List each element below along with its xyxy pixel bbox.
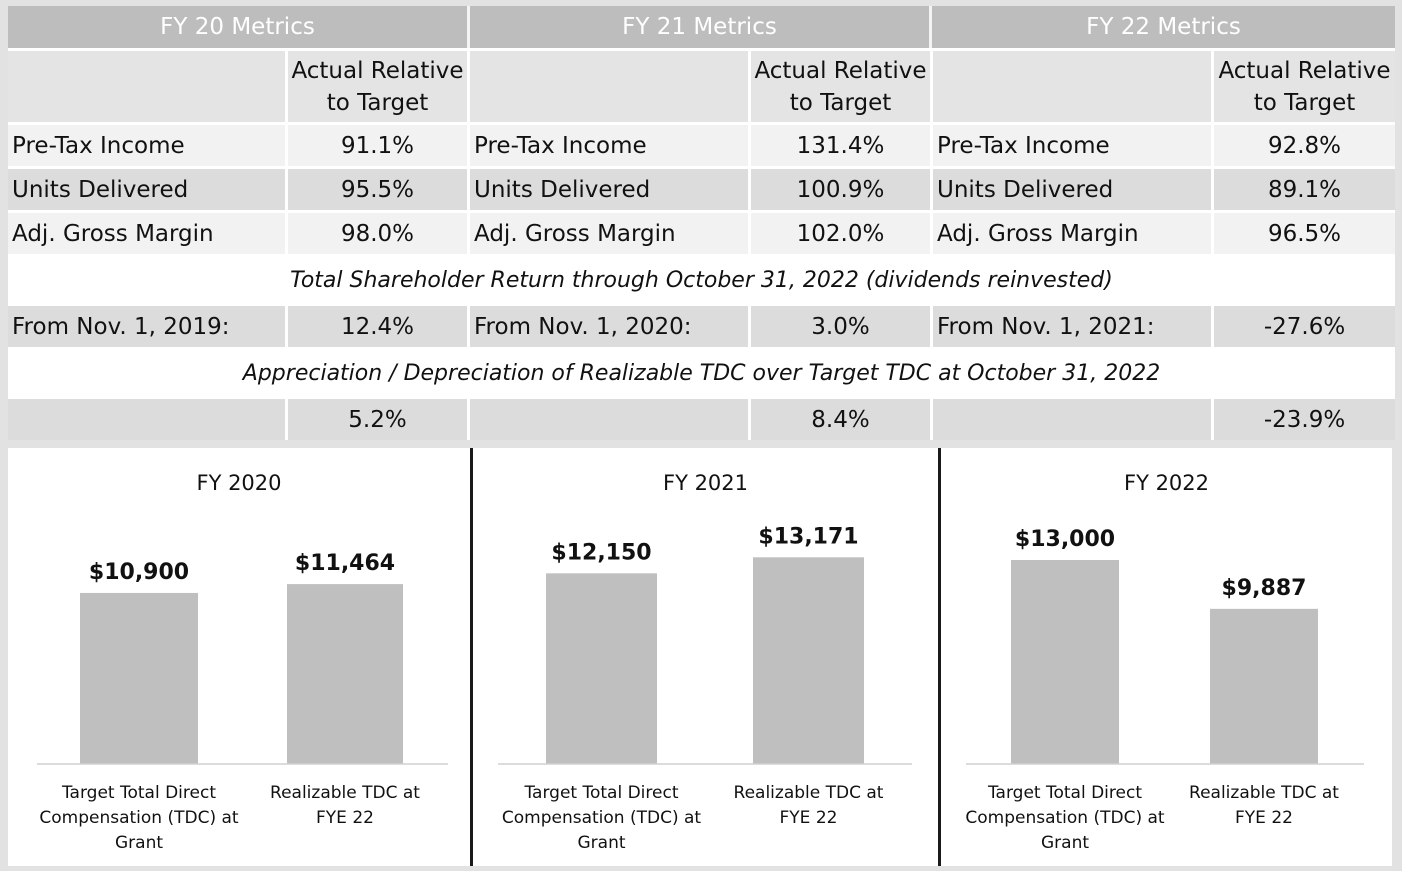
value-label-fy-2022-1: $9,887 [1222,576,1307,601]
col-header-line1: Actual Relative [1218,57,1391,84]
adj-gross-margin-row: Adj. Gross Margin 98.0% Adj. Gross Margi… [8,210,1395,254]
row-label: Adj. Gross Margin [933,213,1214,254]
fy20-pre-tax-income: 91.1% [288,125,470,166]
row-label: Pre-Tax Income [470,125,751,166]
blank-header-cell [933,51,1214,122]
value-label-fy-2021-0: $12,150 [551,540,651,565]
col-header-line1: Actual Relative [754,57,927,84]
row-label: Pre-Tax Income [933,125,1214,166]
col-header-line2: to Target [789,89,892,116]
fy21-units-delivered: 100.9% [751,169,933,210]
bar-fy-2021-target-tdc [546,573,657,764]
chart-title-fy-2021: FY 2021 [663,471,748,495]
pre-tax-income-row: Pre-Tax Income 91.1% Pre-Tax Income 131.… [8,122,1395,166]
fy20-col-header: Actual Relative to Target [288,51,470,122]
blank-cell [933,399,1214,440]
fy21-tdc-change: 8.4% [751,399,933,440]
col-header-line2: to Target [1253,89,1356,116]
bar-fy-2022-realizable-tdc [1210,608,1318,764]
chart-title-fy-2020: FY 2020 [196,471,281,495]
row-label: Units Delivered [470,169,751,210]
bar-fy-2021-realizable-tdc [753,557,864,764]
chart-panel-fy2022: FY 2022 $13,000 Target Total Direct Compens… [938,448,1392,866]
fy20-tsr-value: 12.4% [288,306,470,347]
fy21-header: FY 21 Metrics [470,6,932,48]
fy20-header: FY 20 Metrics [8,6,470,48]
bar-fy-2020-realizable-tdc [287,584,403,764]
tsr-banner: Total Shareholder Return through October… [8,254,1395,303]
category-label-fy-2021-1: Realizable TDC at FYE 22 [734,783,884,828]
chart-fy2020: FY 2020 $10,900 Target Total Direct Compens… [37,471,448,853]
tdc-charts: FY 2020 $10,900 Target Total Direct Compens… [8,448,1392,866]
category-label-fy-2022-0: Target Total Direct Compensation (TDC) at… [965,783,1165,853]
category-label-fy-2020-1: Realizable TDC at FYE 22 [270,783,420,828]
chart-panel-fy2020: FY 2020 $10,900 Target Total Direct Compens… [8,448,470,866]
blank-cell [8,399,288,440]
category-label-fy-2020-0: Target Total Direct Compensation (TDC) at… [39,783,239,853]
chart-fy2022: FY 2022 $13,000 Target Total Direct Compens… [965,471,1364,853]
tdc-change-row: 5.2% 8.4% -23.9% [8,396,1395,440]
chart-panel-fy2021: FY 2021 $12,150 Target Total Direct Compens… [470,448,938,866]
row-label: Pre-Tax Income [8,125,288,166]
fy20-units-delivered: 95.5% [288,169,470,210]
fy22-tsr-value: -27.6% [1214,306,1395,347]
fy20-adj-gross-margin: 98.0% [288,213,470,254]
tdc-banner: Appreciation / Depreciation of Realizabl… [8,347,1395,396]
row-label: Units Delivered [933,169,1214,210]
blank-header-cell [8,51,288,122]
fy21-tsr-label: From Nov. 1, 2020: [470,306,751,347]
fy20-tdc-change: 5.2% [288,399,470,440]
tsr-row: From Nov. 1, 2019: 12.4% From Nov. 1, 20… [8,303,1395,347]
chart-title-fy-2022: FY 2022 [1124,471,1209,495]
value-label-fy-2021-1: $13,171 [758,524,858,549]
fy20-tsr-label: From Nov. 1, 2019: [8,306,288,347]
fy22-col-header: Actual Relative to Target [1214,51,1395,122]
blank-header-cell [470,51,751,122]
row-label: Units Delivered [8,169,288,210]
bar-fy-2020-target-tdc [80,592,198,764]
value-label-fy-2020-0: $10,900 [89,560,189,585]
fy21-tsr-value: 3.0% [751,306,933,347]
fy22-adj-gross-margin: 96.5% [1214,213,1395,254]
row-label: Adj. Gross Margin [8,213,288,254]
year-header-row: FY 20 Metrics FY 21 Metrics FY 22 Metric… [8,6,1395,48]
units-delivered-row: Units Delivered 95.5% Units Delivered 10… [8,166,1395,210]
category-label-fy-2021-0: Target Total Direct Compensation (TDC) at… [502,783,702,853]
column-header-row: Actual Relative to Target Actual Relativ… [8,48,1395,122]
blank-cell [470,399,751,440]
value-label-fy-2020-1: $11,464 [295,551,395,576]
fy22-units-delivered: 89.1% [1214,169,1395,210]
fy22-tsr-label: From Nov. 1, 2021: [933,306,1214,347]
chart-fy2021: FY 2021 $12,150 Target Total Direct Compens… [498,471,912,853]
category-label-fy-2022-1: Realizable TDC at FYE 22 [1189,783,1339,828]
metrics-table: FY 20 Metrics FY 21 Metrics FY 22 Metric… [8,6,1395,440]
col-header-line2: to Target [326,89,429,116]
bar-fy-2022-target-tdc [1011,560,1119,764]
fy22-pre-tax-income: 92.8% [1214,125,1395,166]
fy22-header: FY 22 Metrics [1086,14,1241,40]
row-label: Adj. Gross Margin [470,213,751,254]
fy21-pre-tax-income: 131.4% [751,125,933,166]
fy22-tdc-change: -23.9% [1214,399,1395,440]
fy21-adj-gross-margin: 102.0% [751,213,933,254]
fy21-col-header: Actual Relative to Target [751,51,933,122]
col-header-line1: Actual Relative [291,57,464,84]
value-label-fy-2022-0: $13,000 [1015,527,1115,552]
